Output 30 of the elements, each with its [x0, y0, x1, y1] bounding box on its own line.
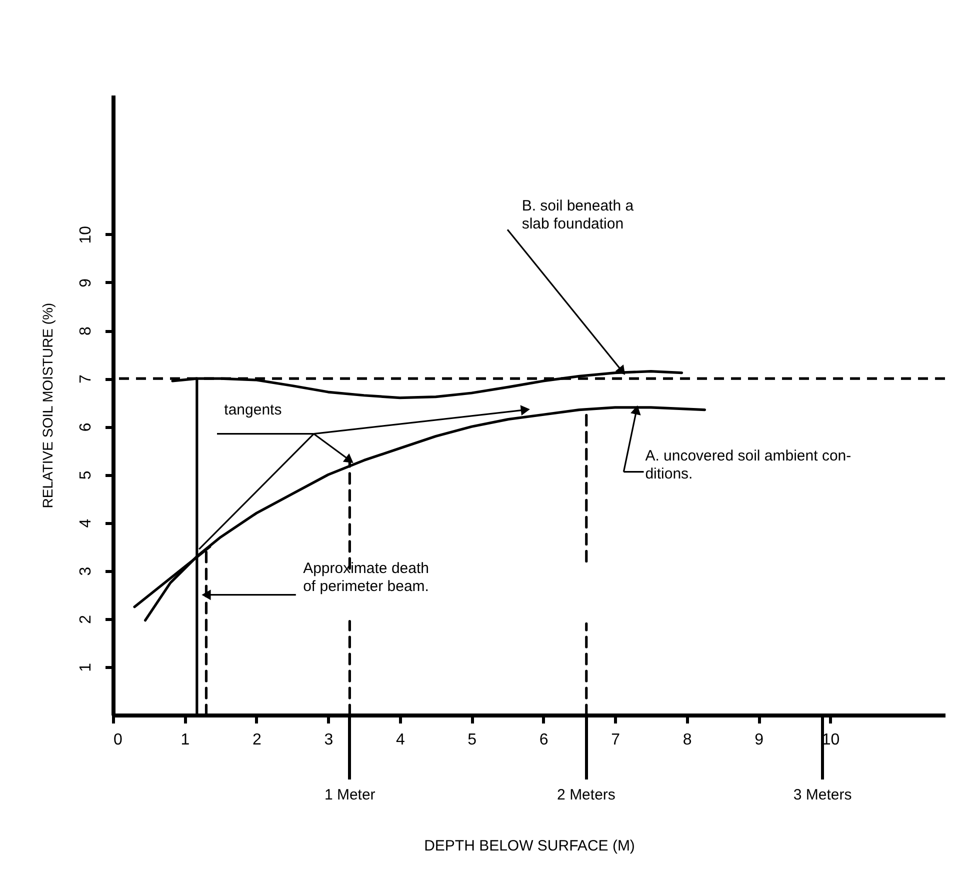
y-tick-label: 7: [78, 374, 94, 384]
annotation: tangents: [224, 402, 282, 419]
x2-tick-label: 2 Meters: [557, 786, 616, 804]
x-tick-label: 4: [396, 732, 405, 748]
y-tick-label: 10: [78, 226, 94, 244]
x-tick-label: 7: [611, 732, 620, 748]
x-tick-label: 6: [539, 732, 548, 748]
x-tick-label: 5: [468, 732, 477, 748]
x-tick-label: 8: [682, 732, 692, 748]
x-tick-label: 9: [754, 732, 764, 748]
y-tick-label: 9: [78, 278, 94, 288]
x-tick-label: 0: [114, 732, 122, 748]
x-axis-title: DEPTH BELOW SURFACE (M): [424, 838, 635, 854]
annotation: Approximate death of perimeter beam.: [303, 560, 429, 596]
x2-tick-label: 3 Meters: [793, 786, 852, 804]
x-tick-label: 10: [822, 732, 840, 748]
y-tick-label: 2: [78, 614, 94, 624]
x-tick-label: 3: [324, 732, 334, 748]
y-tick-label: 1: [78, 662, 94, 672]
y-tick-label: 3: [78, 566, 94, 576]
x2-tick-label: 1 Meter: [324, 786, 376, 804]
y-tick-label: 8: [78, 326, 94, 336]
y-tick-label: 5: [78, 470, 94, 480]
x-tick-label: 1: [180, 732, 190, 748]
annotation: A. uncovered soil ambient con- ditions.: [645, 447, 852, 482]
annotation: B. soil beneath a slab foundation: [522, 197, 634, 232]
x-tick-label: 2: [252, 732, 262, 748]
y-tick-label: 4: [78, 518, 94, 528]
y-tick-label: 6: [78, 422, 94, 432]
y-axis-title: RELATIVE SOIL MOISTURE (%): [40, 302, 56, 508]
